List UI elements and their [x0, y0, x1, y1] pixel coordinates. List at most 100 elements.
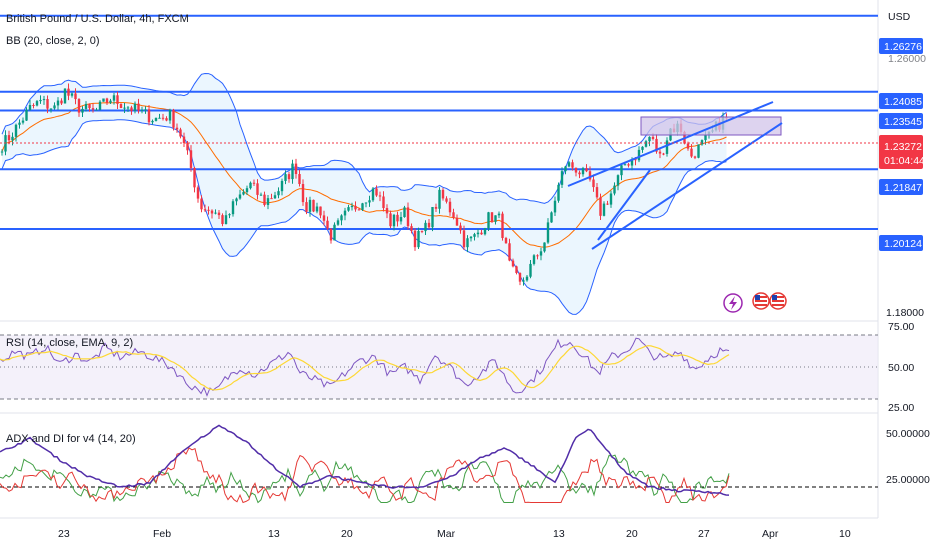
candle-body: [599, 197, 602, 216]
candle-body: [172, 109, 175, 128]
candle-body: [567, 162, 571, 167]
candle-body: [147, 109, 151, 123]
adx-indicator-label[interactable]: ADX and DI for v4 (14, 20): [6, 433, 136, 445]
candle-body: [613, 185, 616, 194]
candle-body: [263, 194, 266, 206]
candle-body: [7, 135, 11, 141]
candle-body: [200, 198, 203, 210]
candle-body: [627, 164, 630, 166]
time-tick: 13: [268, 528, 280, 540]
candle-body: [508, 243, 511, 261]
channel-lower-trendline[interactable]: [591, 122, 783, 250]
candle-body: [270, 198, 273, 200]
time-axis[interactable]: 23 Feb 13 20 Mar 13 20 27 Apr 10: [58, 528, 851, 540]
candle-body: [686, 143, 690, 149]
candle-body: [116, 95, 119, 104]
lightning-event-icon[interactable]: [723, 293, 743, 313]
candle-body: [280, 180, 284, 192]
candle-body: [445, 198, 448, 202]
candle-body: [459, 225, 462, 231]
candle-body: [543, 242, 546, 252]
candle-body: [606, 203, 609, 205]
rsi-ma-line: [0, 345, 730, 391]
candle-body: [641, 146, 644, 150]
candle-body: [494, 215, 497, 222]
candle-body: [102, 98, 105, 102]
time-tick: 20: [626, 528, 638, 540]
candle-body: [315, 206, 319, 212]
candle-body: [298, 174, 301, 185]
di-plus-line: [0, 454, 730, 504]
rsi-indicator-label[interactable]: RSI (14, close, EMA, 9, 2): [6, 337, 133, 349]
time-tick: 27: [698, 528, 710, 540]
resistance-zone[interactable]: [640, 116, 782, 136]
candle-body: [448, 201, 452, 213]
candle-body: [91, 108, 95, 110]
candle-body: [371, 188, 375, 201]
trendline-drawings[interactable]: [0, 101, 878, 250]
us-flag-event-icon[interactable]: [769, 292, 787, 310]
candle-body: [424, 222, 427, 232]
bb-indicator-label[interactable]: BB (20, close, 2, 0): [6, 35, 100, 47]
channel-mid-trendline[interactable]: [597, 169, 651, 241]
level-tag: 1.26276: [884, 41, 922, 53]
candle-body: [637, 149, 641, 161]
candle-body: [487, 212, 490, 229]
candle-body: [455, 217, 459, 226]
candle-body: [322, 215, 326, 221]
candle-body: [238, 194, 242, 199]
currency-label: USD: [888, 11, 911, 23]
price-scale[interactable]: 1.26000 1.26276 1.24085 1.23545 1.23272 …: [879, 38, 930, 486]
candle-body: [81, 108, 84, 113]
time-tick: Mar: [437, 528, 456, 540]
candle-body: [620, 165, 623, 176]
candle-body: [357, 209, 361, 211]
candle-body: [644, 141, 648, 147]
candle-body: [515, 266, 518, 273]
level-tag: 1.21847: [884, 182, 922, 194]
bb-lower-line: [1, 119, 727, 315]
current-price-tag: 1.23272: [884, 141, 922, 153]
chart-title: British Pound / U.S. Dollar, 4h, FXCM: [6, 13, 189, 25]
candle-body: [340, 215, 343, 221]
candle-body: [259, 194, 263, 196]
candle-body: [242, 192, 245, 195]
bb-band-fill: [2, 73, 727, 315]
us-flag-event-icon[interactable]: [752, 292, 770, 310]
candle-body: [32, 104, 35, 106]
candle-body: [77, 99, 81, 113]
candle-body: [53, 105, 56, 109]
candle-body: [480, 232, 483, 235]
candle-body: [518, 272, 522, 282]
time-tick: 13: [553, 528, 565, 540]
candle-body: [228, 214, 231, 216]
candle-body: [158, 117, 161, 119]
time-tick: 10: [839, 528, 851, 540]
candle-body: [221, 215, 224, 225]
level-tag-bg: [879, 38, 923, 54]
candle-body: [382, 196, 385, 209]
di-minus-line: [0, 447, 730, 504]
adx-series: [0, 424, 730, 504]
candle-body: [490, 212, 494, 222]
candle-body: [595, 187, 599, 198]
candle-body: [578, 172, 581, 175]
candle-body: [564, 166, 567, 172]
bollinger-bands: [1, 72, 727, 315]
candle-body: [25, 109, 28, 121]
candle-body: [210, 210, 214, 214]
channel-upper-trendline[interactable]: [567, 101, 774, 187]
time-tick: 20: [341, 528, 353, 540]
candle-body: [224, 215, 228, 225]
candle-body: [550, 212, 553, 223]
candle-body: [648, 136, 651, 142]
candle-body: [11, 136, 14, 141]
candle-body: [217, 212, 221, 216]
candle-body: [693, 156, 697, 158]
candle-body: [39, 99, 42, 102]
candle-body: [350, 205, 354, 208]
rsi-tick: 25.00: [888, 402, 914, 414]
candle-body: [119, 103, 123, 109]
candle-body: [630, 159, 634, 166]
